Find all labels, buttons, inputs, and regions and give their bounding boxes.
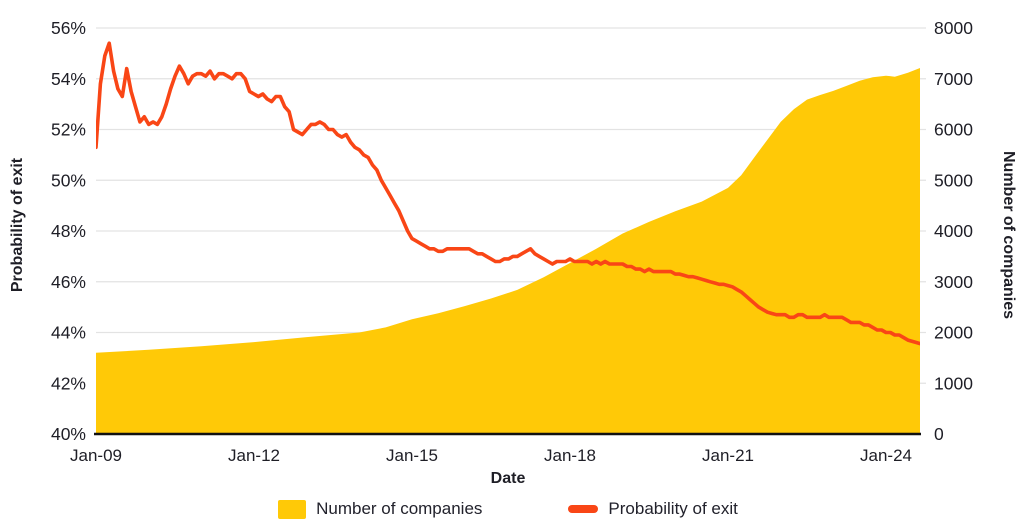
- x-axis-title: Date: [490, 470, 526, 487]
- x-tick-label: Jan-09: [70, 446, 122, 465]
- y-right-tick-label: 4000: [934, 221, 973, 241]
- y-right-tick-label: 7000: [934, 69, 973, 89]
- y-left-tick-label: 50%: [51, 170, 86, 190]
- x-tick-label: Jan-15: [386, 446, 438, 465]
- legend-label-probability: Probability of exit: [608, 499, 738, 518]
- companies-area-swatch-icon: [278, 499, 307, 519]
- y-left-tick-label: 54%: [51, 69, 86, 89]
- legend: Number of companies Probability of exit: [96, 496, 920, 522]
- x-tick-label: Jan-24: [860, 446, 912, 465]
- y-right-tick-label: 8000: [934, 18, 973, 38]
- y-left-tick-label: 42%: [51, 373, 86, 393]
- y-right-tick-label: 2000: [934, 323, 973, 343]
- y-left-tick-label: 56%: [51, 18, 86, 38]
- y-right-tick-label: 5000: [934, 170, 973, 190]
- x-tick-label: Jan-18: [544, 446, 596, 465]
- y-left-tick-label: 46%: [51, 272, 86, 292]
- y-right-tick-label: 3000: [934, 272, 973, 292]
- x-tick-label: Jan-21: [702, 446, 754, 465]
- legend-label-companies: Number of companies: [316, 499, 483, 518]
- probability-line-swatch-icon: [568, 505, 599, 513]
- y-axis-right-title: Number of companies: [1000, 150, 1017, 320]
- y-left-tick-label: 40%: [51, 424, 86, 444]
- y-left-tick-label: 48%: [51, 221, 86, 241]
- legend-item-companies: Number of companies: [278, 499, 482, 519]
- y-right-tick-label: 0: [934, 424, 944, 444]
- probability-line-series: [96, 41, 920, 346]
- y-left-tick-label: 44%: [51, 323, 86, 343]
- y-right-tick-label: 6000: [934, 120, 973, 140]
- y-axis-left-title: Probability of exit: [9, 157, 26, 293]
- y-right-tick-label: 1000: [934, 373, 973, 393]
- companies-area-series: [96, 68, 920, 434]
- x-tick-label: Jan-12: [228, 446, 280, 465]
- legend-item-probability: Probability of exit: [568, 499, 738, 519]
- y-left-tick-label: 52%: [51, 120, 86, 140]
